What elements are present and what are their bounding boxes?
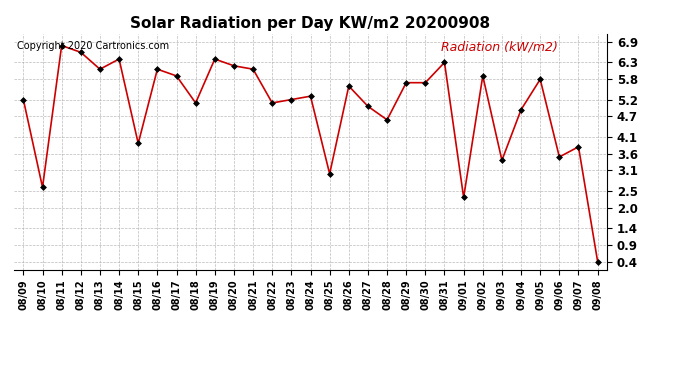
Title: Solar Radiation per Day KW/m2 20200908: Solar Radiation per Day KW/m2 20200908 (130, 16, 491, 31)
Text: Radiation (kW/m2): Radiation (kW/m2) (441, 41, 558, 54)
Text: Copyright 2020 Cartronics.com: Copyright 2020 Cartronics.com (17, 41, 169, 51)
